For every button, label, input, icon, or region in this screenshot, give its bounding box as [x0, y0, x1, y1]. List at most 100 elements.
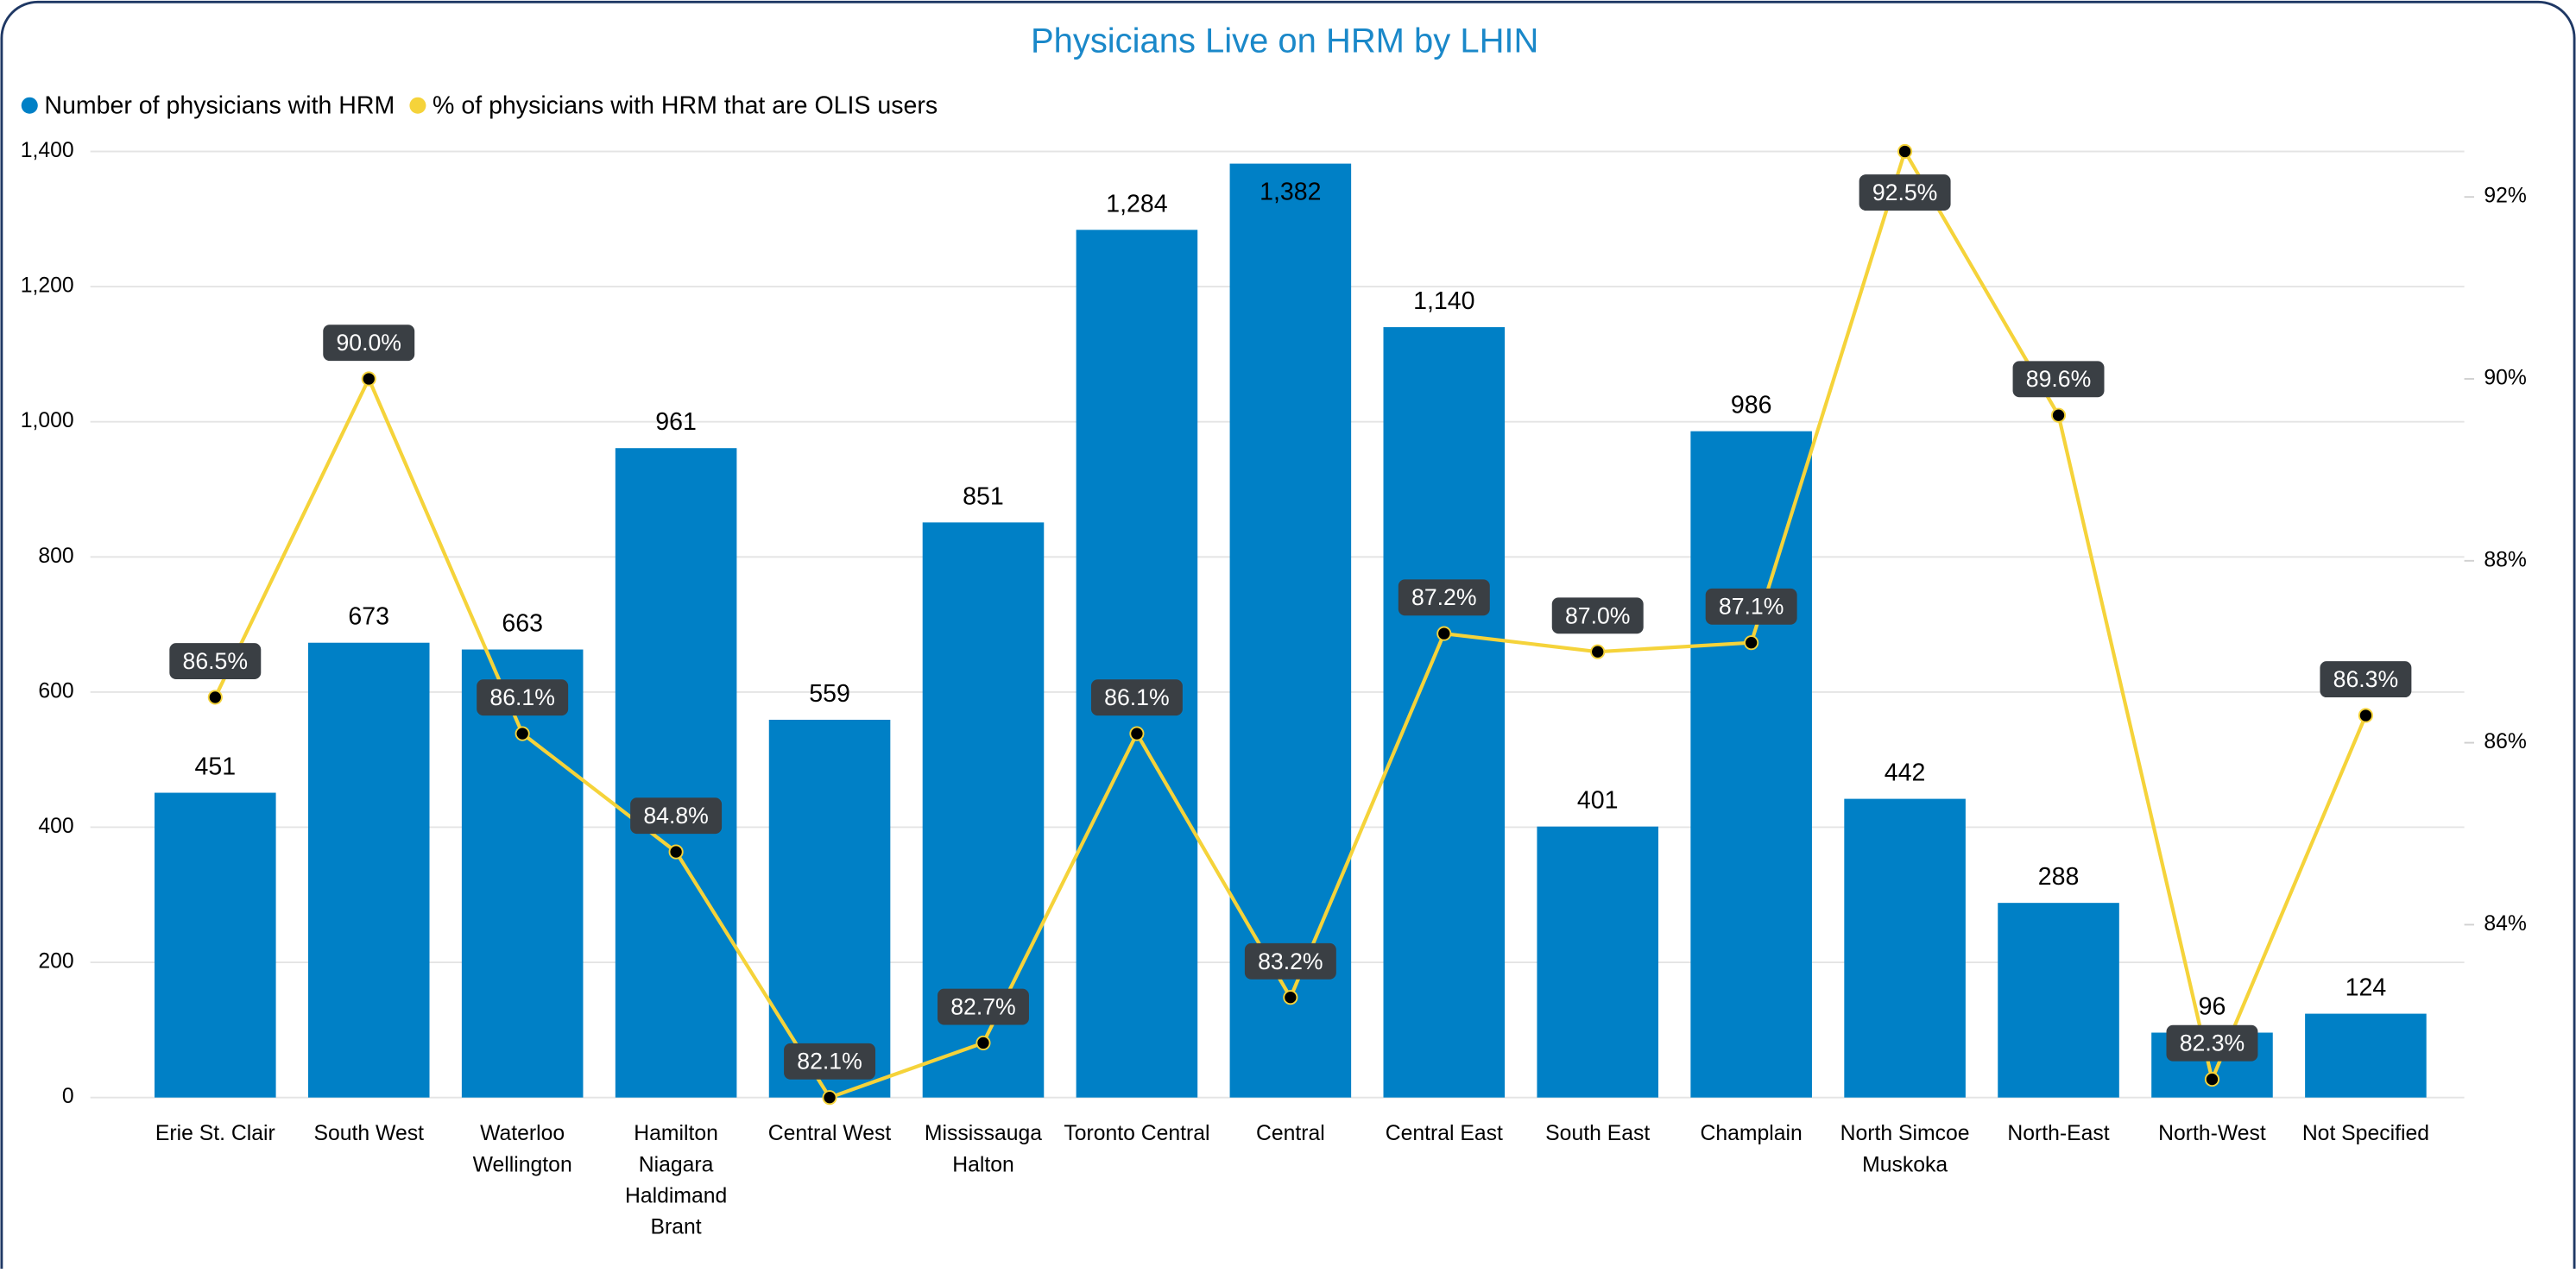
line-point: [361, 371, 376, 387]
x-tick-label: Central: [1255, 1120, 1325, 1145]
bar-value-label: 288: [2038, 863, 2080, 891]
x-tick-label: Central West: [767, 1120, 892, 1145]
value-label-bg: [477, 679, 569, 716]
y2-tick-label: 84%: [2484, 912, 2526, 936]
bar: [615, 448, 737, 1098]
line-value-label: 87.2%: [1411, 584, 1477, 610]
chart-title: Physicians Live on HRM by LHIN: [1031, 22, 1538, 60]
value-label-bg: [2012, 361, 2105, 398]
bar: [1537, 826, 1659, 1098]
bar: [1998, 903, 2119, 1098]
x-tick-label: Central East: [1385, 1120, 1503, 1145]
value-label-bg: [1859, 174, 1951, 211]
line-value-label: 92.5%: [1872, 180, 1938, 205]
y-tick-label: 1,000: [21, 409, 74, 432]
legend-label: Number of physicians with HRM: [44, 92, 395, 120]
bar-value-label: 1,382: [1260, 178, 1321, 205]
labels: Erie St. Clair South West Waterloo Welling…: [21, 92, 2429, 1239]
bar: [1690, 431, 1812, 1098]
line-point: [668, 844, 684, 860]
x-tick-label-box: Hamilton Niagara Haldimand Brant: [624, 1120, 728, 1239]
line-point: [2204, 1072, 2220, 1087]
y-tick-label: 400: [38, 815, 73, 838]
x-tick-label: North-West: [2158, 1120, 2266, 1145]
x-tick-label-box: North Simcoe Muskoka: [1840, 1120, 1970, 1177]
line-value-label: 82.7%: [950, 993, 1016, 1019]
x-tick-label-box: Not Specified: [2301, 1120, 2429, 1145]
line-value-label: 87.0%: [1565, 602, 1631, 628]
line-point: [207, 690, 223, 705]
bar-value-label: 986: [1731, 392, 1772, 419]
value-label-bg: [323, 325, 415, 362]
line-point: [975, 1035, 991, 1050]
value-label-bg: [1551, 597, 1644, 634]
legend-marker: [409, 97, 426, 114]
value-label-bg: [1398, 579, 1490, 616]
legend-label: % of physicians with HRM that are OLIS u…: [432, 92, 938, 120]
line-point: [1283, 990, 1298, 1005]
bar-value-label: 96: [2199, 993, 2226, 1020]
y2-tick-label: 86%: [2484, 730, 2526, 753]
bar: [155, 792, 276, 1098]
y2-tick-label: 88%: [2484, 548, 2526, 571]
line-value-label: 82.1%: [797, 1049, 862, 1074]
y-tick-label: 0: [62, 1085, 74, 1108]
x-tick-label: Toronto Central: [1064, 1120, 1210, 1145]
x-tick-label: South East: [1545, 1120, 1651, 1145]
x-tick-label-box: Mississauga Halton: [925, 1120, 1042, 1176]
line-value-label: 86.5%: [183, 648, 249, 674]
bar-value-label: 451: [194, 753, 236, 781]
x-tick-label-box: North-East: [2007, 1120, 2109, 1145]
value-label-bg: [784, 1043, 876, 1080]
line-value-label: 86.3%: [2333, 666, 2399, 692]
x-tick-label-box: Erie St. Clair: [155, 1120, 275, 1145]
x-tick-label-box: Central West: [767, 1120, 892, 1145]
line-point: [1129, 726, 1145, 741]
line-value-label: 82.3%: [2180, 1030, 2245, 1056]
line-point: [515, 726, 530, 741]
x-tick-label-box: North-West: [2158, 1120, 2266, 1145]
bar-value-label: 663: [502, 610, 543, 638]
line-value-label: 86.1%: [1104, 684, 1170, 710]
value-label-bg: [1244, 942, 1336, 980]
x-tick-label: Not Specified: [2301, 1120, 2429, 1145]
bar: [768, 719, 891, 1098]
x-tick-label-box: Toronto Central: [1064, 1120, 1210, 1145]
y-tick-label: 800: [38, 545, 73, 568]
line-point: [2050, 407, 2067, 423]
x-tick-label: Erie St. Clair: [155, 1120, 275, 1145]
line-point: [1590, 644, 1606, 659]
bar-value-label: 673: [348, 603, 389, 631]
x-tick-label: Waterloo Wellington: [472, 1120, 572, 1177]
bar-value-label: 1,140: [1413, 287, 1474, 315]
bar: [1383, 327, 1506, 1098]
legend-marker: [21, 97, 38, 114]
value-label-bg: [938, 988, 1029, 1025]
line-point: [2358, 708, 2373, 723]
y2-tick-label: 90%: [2484, 367, 2526, 390]
x-tick-label-box: South East: [1545, 1120, 1651, 1145]
bar: [307, 642, 430, 1098]
x-tick-label: Hamilton Niagara Haldimand Brant: [624, 1120, 728, 1239]
y-tick-label: 200: [38, 950, 73, 974]
y-tick-label: 1,400: [21, 139, 74, 162]
bar-value-label: 961: [655, 408, 697, 436]
line-point: [822, 1090, 837, 1106]
value-label-bg: [630, 797, 723, 835]
line-point: [1897, 143, 1913, 160]
x-tick-label: Champlain: [1700, 1120, 1803, 1145]
x-tick-label: South West: [313, 1120, 424, 1145]
bar: [1844, 798, 1966, 1098]
line-value-label: 83.2%: [1258, 948, 1323, 974]
value-label-bg: [1705, 588, 1797, 625]
value-label-bg: [2320, 661, 2412, 698]
x-tick-label-box: Waterloo Wellington: [472, 1120, 572, 1177]
x-tick-label: North Simcoe Muskoka: [1840, 1120, 1970, 1177]
bar-value-label: 851: [963, 482, 1004, 510]
y2-tick-label: 92%: [2484, 185, 2526, 208]
bar: [2305, 1013, 2427, 1098]
value-label-bg: [169, 643, 262, 679]
bar-value-label: 559: [809, 680, 850, 708]
line-point: [1436, 626, 1452, 641]
